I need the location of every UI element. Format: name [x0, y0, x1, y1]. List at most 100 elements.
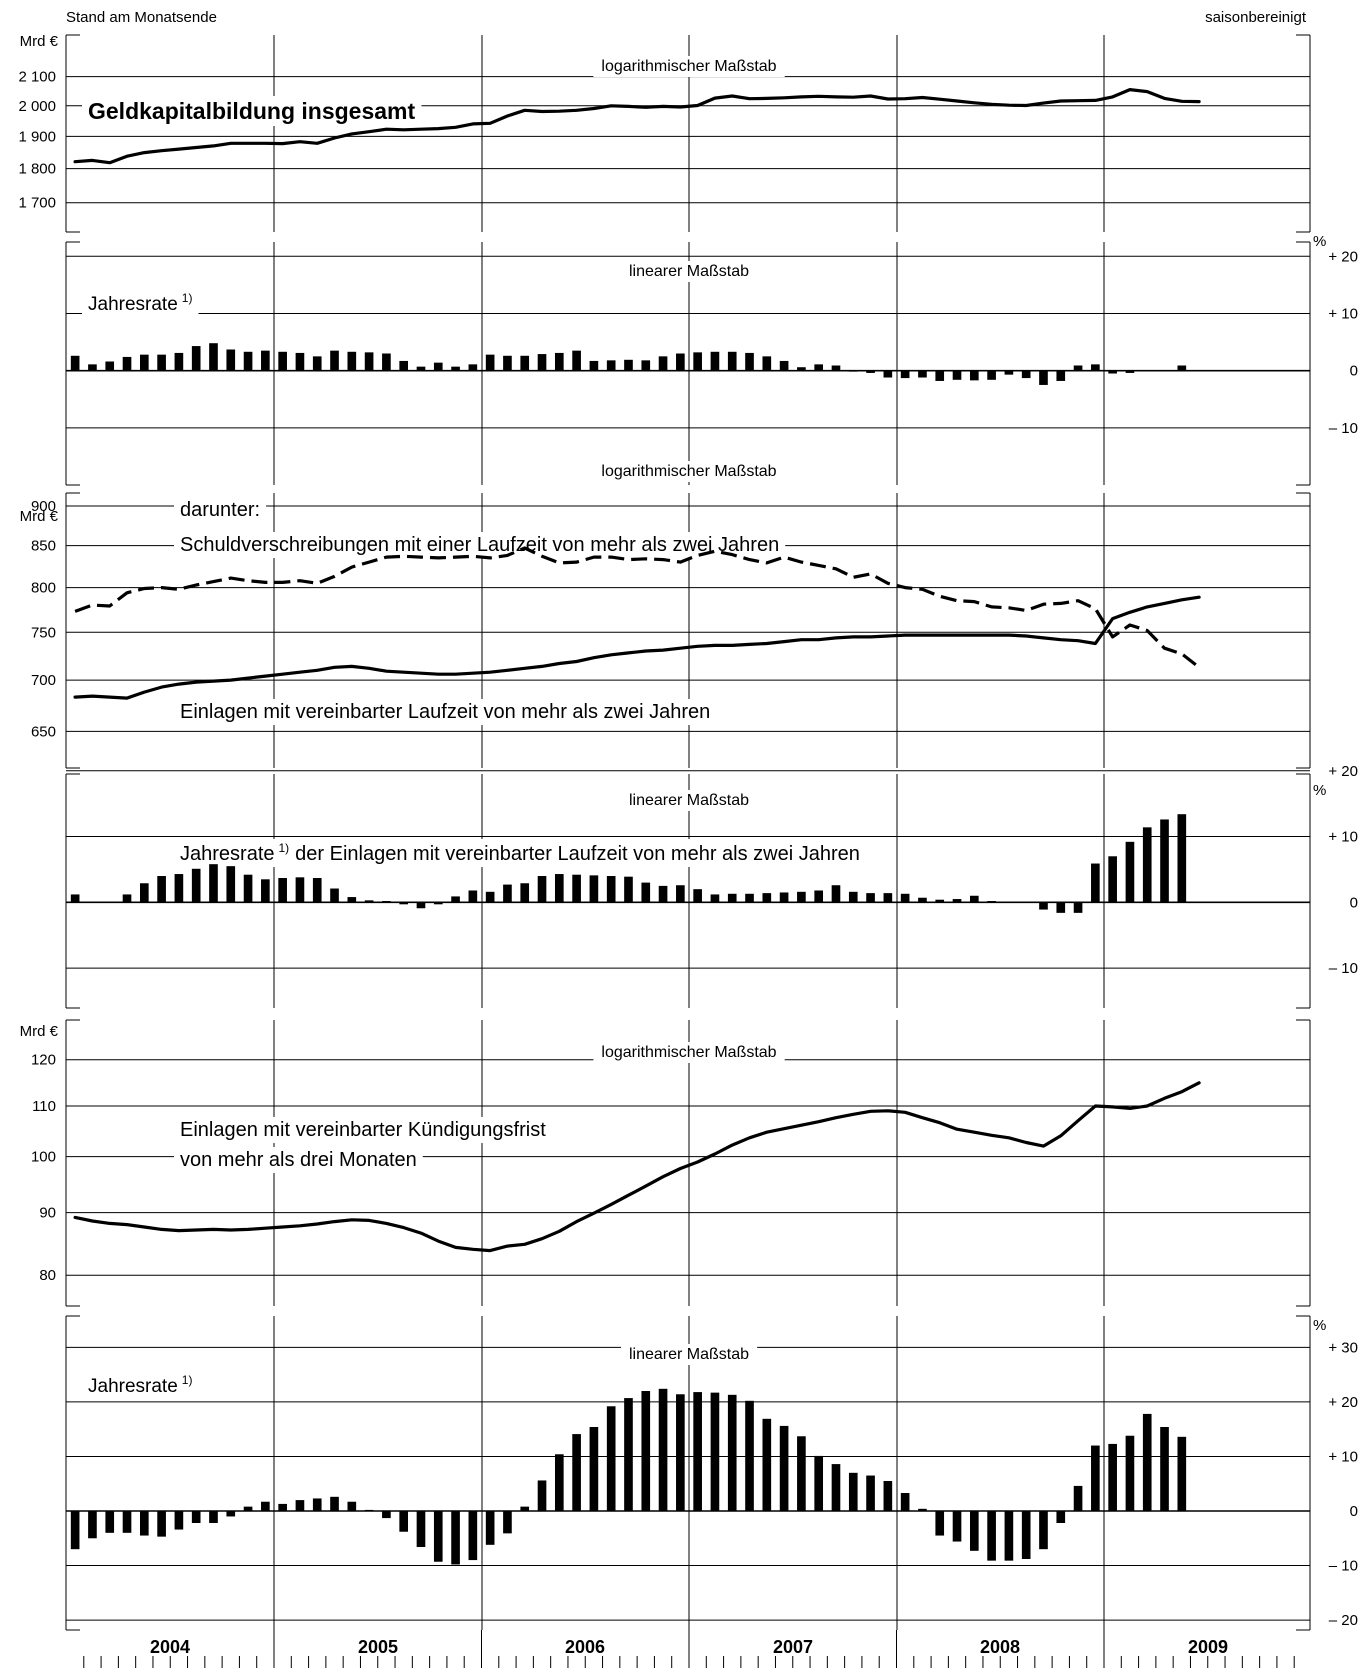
- panel-2-bar: [70, 355, 80, 371]
- panel-4-bar: [779, 892, 789, 903]
- p3-series-b-label: Einlagen mit vereinbarter Laufzeit von m…: [180, 701, 710, 723]
- gridlines: [66, 35, 1310, 1630]
- p1-title: Geldkapitalbildung insgesamt: [88, 98, 416, 124]
- panel-2-bar: [1108, 370, 1117, 374]
- panel-2-bar: [797, 367, 806, 371]
- panel-4-bar: [1108, 856, 1117, 903]
- panel-2-bar: [1056, 370, 1066, 381]
- panel-6-bar: [330, 1496, 339, 1511]
- panel-4-bar: [848, 891, 858, 903]
- panel-2-bar: [1125, 370, 1135, 373]
- panel-6-bar: [935, 1511, 945, 1536]
- panel-6-bar: [468, 1511, 478, 1561]
- panel-2-tick-label: – 10: [1329, 420, 1358, 437]
- panel-2-bar: [174, 352, 184, 371]
- panel-6-bar: [122, 1511, 132, 1533]
- panel-6-bar: [727, 1394, 737, 1511]
- label-background: [174, 1147, 423, 1173]
- panel-6-tick-label: – 10: [1329, 1558, 1358, 1575]
- panel-1-series-line-1: [73, 88, 1201, 165]
- panel-6-bar: [900, 1493, 910, 1511]
- panel-4-bar: [883, 893, 893, 903]
- year-label-2007: 2007: [773, 1637, 813, 1657]
- panel-4-bar: [935, 899, 945, 903]
- panel-4-bar: [1056, 902, 1066, 913]
- panel-6-tick-label: + 20: [1328, 1394, 1358, 1411]
- panel-6-bar: [312, 1498, 322, 1511]
- panel-6-bar: [779, 1425, 789, 1511]
- panel-6-bar: [157, 1511, 166, 1537]
- panel-2-bar: [191, 346, 201, 371]
- panel-4-bar: [814, 890, 824, 903]
- p3-yunit: Mrd €: [20, 508, 59, 525]
- panel-1-tick-label: 2 000: [18, 98, 56, 115]
- panel-6-bar: [416, 1511, 426, 1547]
- panel-1-tick-label: 2 100: [18, 69, 56, 86]
- panel-2-bar: [1091, 364, 1100, 371]
- panel-5-tick-label: 90: [39, 1205, 56, 1222]
- panel-2-bar: [572, 350, 581, 371]
- label-background: [82, 1371, 199, 1399]
- panel-4-tick-label: + 20: [1328, 763, 1358, 780]
- panel-6-bar: [382, 1511, 391, 1519]
- panel-4-bar: [676, 885, 685, 903]
- panel-4-bar: [174, 874, 184, 903]
- panel-6-bar: [243, 1506, 253, 1511]
- panel-1-tick-label: 1 900: [18, 128, 56, 145]
- panel-4-bar: [693, 889, 702, 903]
- panel-4-bar: [572, 874, 581, 903]
- year-label-2008: 2008: [980, 1637, 1020, 1657]
- panel-4-bar: [1091, 863, 1100, 903]
- panel-4-tick-label: 0: [1350, 894, 1358, 911]
- panel-3-tick-label: 650: [31, 723, 56, 740]
- panel-2-bar: [935, 370, 945, 381]
- panel-2-bar: [693, 352, 702, 371]
- panel-4-bar: [209, 864, 218, 903]
- panel-6-bar: [174, 1511, 184, 1530]
- panel-2-tick-label: + 10: [1328, 305, 1358, 322]
- panel-3-tick-label: 850: [31, 538, 56, 555]
- panel-4-bar: [520, 883, 530, 903]
- panel-6-bar: [1056, 1511, 1066, 1523]
- label-background: [593, 56, 785, 77]
- panel-4-bar: [295, 877, 305, 903]
- panel-2-bar: [209, 343, 218, 371]
- panel-2-bar: [485, 354, 495, 371]
- panel-2-bar: [658, 356, 668, 371]
- panel-6-bar: [589, 1427, 599, 1511]
- panel-6-tick-label: 0: [1350, 1503, 1358, 1520]
- panel-6-bar: [1039, 1511, 1048, 1550]
- panel-4-bar: [364, 900, 374, 903]
- label-background: [82, 289, 199, 317]
- panel-3-tick-label: 700: [31, 672, 56, 689]
- panel-2-bar: [918, 370, 927, 378]
- panel-6-bar: [1160, 1427, 1169, 1511]
- panel-2-bar: [641, 360, 651, 371]
- panel-4-bar: [918, 897, 927, 903]
- panel-2-bar: [226, 349, 236, 371]
- panel-2-bar: [727, 351, 737, 371]
- p4-footnote-mark: 1): [279, 841, 290, 855]
- panel-2-bar: [312, 356, 322, 371]
- panel-6-bar: [676, 1394, 685, 1511]
- panel-4-bar: [433, 902, 443, 905]
- panel-2-bar: [330, 350, 339, 371]
- panel-2-bar: [987, 370, 996, 380]
- panel-3-series-line-1: [74, 546, 1201, 669]
- panel-2-bar: [261, 350, 270, 371]
- panel-4-bar: [451, 896, 460, 903]
- panel-4-bar: [399, 902, 409, 905]
- panel-4-bar: [382, 901, 391, 903]
- panel-4-bar: [139, 883, 149, 903]
- panel-6-bar: [1177, 1436, 1187, 1511]
- label-background: [620, 261, 758, 282]
- panel-2-bar: [243, 351, 253, 371]
- p6-scale-label: linearer Maßstab: [629, 1346, 749, 1363]
- panel-2-bar: [105, 361, 115, 371]
- panel-6-bar: [987, 1511, 996, 1561]
- p4-title-a: Jahresrate: [180, 843, 275, 865]
- panel-6-bar: [88, 1511, 97, 1539]
- panel-4-bar: [312, 877, 322, 903]
- panel-4-bar: [554, 874, 564, 903]
- panel-6-tick-label: – 20: [1329, 1612, 1358, 1629]
